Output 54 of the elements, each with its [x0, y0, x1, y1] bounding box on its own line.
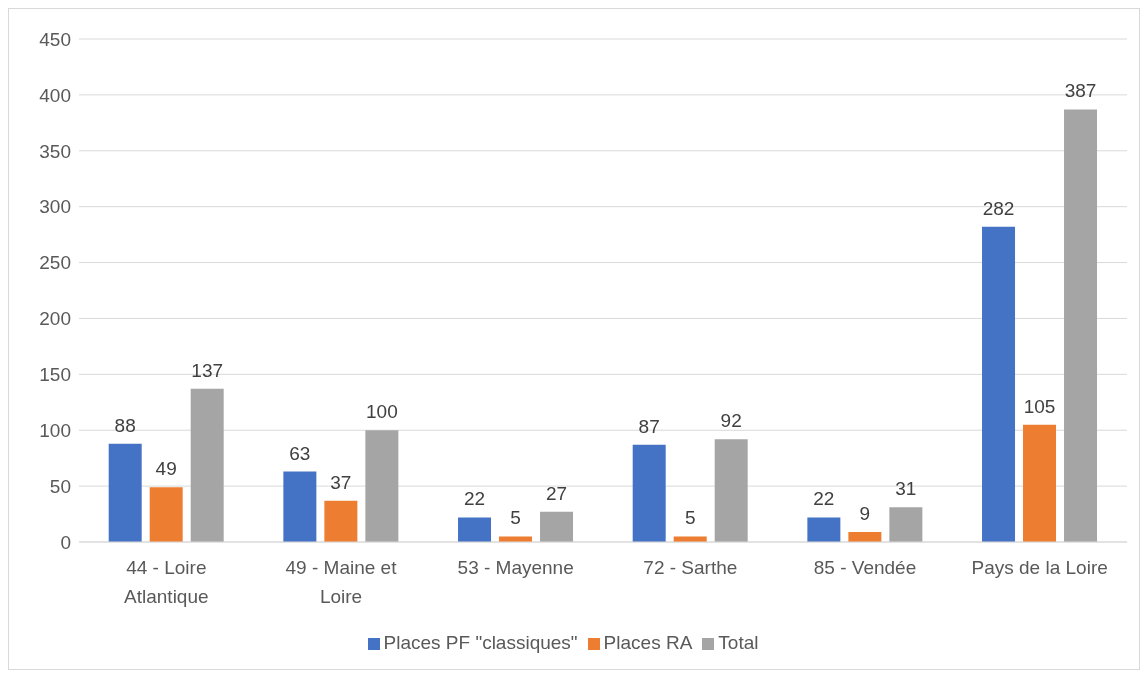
- bar: [1064, 109, 1098, 542]
- y-tick-label: 100: [39, 419, 71, 441]
- y-tick-label: 0: [60, 531, 71, 553]
- bar: [982, 226, 1016, 542]
- legend-label: Places RA: [603, 632, 693, 653]
- x-tick-label: 44 - Loire Atlantique: [124, 557, 209, 607]
- data-label: 87: [638, 415, 660, 437]
- data-label: 37: [330, 471, 352, 493]
- data-label: 49: [155, 458, 177, 480]
- bar: [149, 487, 183, 542]
- y-tick-label: 300: [39, 196, 71, 218]
- x-tick-label: 72 - Sarthe: [643, 557, 738, 578]
- bar: [540, 511, 574, 542]
- y-tick-label: 350: [39, 140, 71, 162]
- data-label: 22: [813, 488, 835, 510]
- bar: [673, 536, 707, 542]
- bar: [1023, 424, 1057, 542]
- data-label: 137: [191, 359, 224, 381]
- x-tick-label: Pays de la Loire: [971, 557, 1108, 578]
- x-tick-label: 49 - Maine et Loire: [285, 557, 398, 607]
- y-tick-label: 150: [39, 364, 71, 386]
- data-label: 9: [859, 502, 871, 524]
- x-tick-label: 85 - Vendée: [813, 557, 917, 578]
- data-label: 88: [114, 414, 136, 436]
- data-label: 92: [720, 410, 742, 432]
- y-tick-label: 200: [39, 308, 71, 330]
- y-tick-label: 450: [39, 28, 71, 50]
- legend-label: Total: [718, 632, 759, 653]
- bar: [807, 517, 841, 542]
- data-label: 31: [895, 478, 917, 500]
- data-label: 22: [463, 488, 486, 510]
- x-tick-label: 53 - Mayenne: [457, 557, 574, 578]
- bar: [499, 536, 533, 542]
- data-label: 105: [1023, 395, 1056, 417]
- bar: [324, 500, 358, 542]
- bar: [190, 388, 224, 542]
- data-label: 5: [510, 507, 521, 529]
- bar: [283, 471, 317, 542]
- data-label: 282: [982, 197, 1015, 219]
- data-label: 27: [545, 482, 568, 504]
- bar: [889, 507, 923, 542]
- y-tick-label: 250: [39, 252, 71, 274]
- y-tick-label: 400: [39, 84, 71, 106]
- legend-label: Places PF "classiques": [383, 632, 578, 653]
- data-label: 5: [684, 507, 696, 529]
- bar: [108, 443, 142, 542]
- bar: [632, 444, 666, 542]
- data-label: 100: [366, 401, 398, 423]
- bar: [458, 517, 492, 542]
- y-tick-label: 50: [49, 475, 71, 497]
- data-label: 63: [289, 442, 311, 464]
- bar: [714, 439, 748, 542]
- data-label: 387: [1064, 80, 1097, 102]
- bar: [365, 430, 399, 542]
